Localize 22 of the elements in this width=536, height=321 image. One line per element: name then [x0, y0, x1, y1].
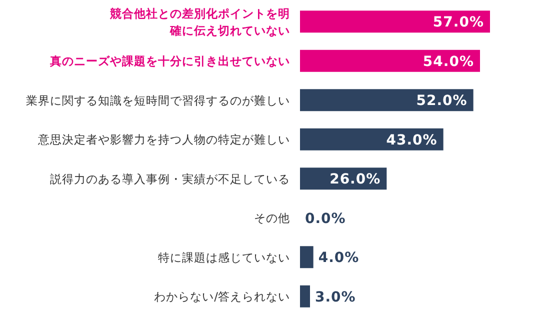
- data-label: 26.0%: [330, 172, 381, 188]
- data-label: 52.0%: [416, 93, 468, 110]
- data-label: 54.0%: [422, 54, 474, 70]
- bar: [300, 10, 490, 33]
- bar: [300, 89, 474, 112]
- bar: [300, 50, 480, 72]
- data-label: 43.0%: [386, 132, 438, 148]
- bar: [300, 246, 314, 268]
- y-tick-label: 業界に関する知識を短時間で習得するのが難しい: [26, 93, 290, 108]
- bar: [300, 128, 444, 150]
- y-tick-label: その他: [254, 211, 290, 226]
- y-tick-label: わからない/答えられない: [154, 290, 290, 304]
- y-tick-label: 意思決定者や影響力を持つ人物の特定が難しい: [37, 132, 290, 147]
- data-label: 4.0%: [318, 250, 360, 266]
- y-tick-label: 競合他社との差別化ポイントを明確に伝え切れていない: [109, 6, 290, 38]
- data-label: 57.0%: [432, 14, 484, 31]
- y-tick-label: 特に課題は感じていない: [158, 250, 290, 264]
- y-tick-label: 説得力のある導入事例・実績が不足している: [50, 172, 290, 186]
- data-label: 3.0%: [315, 289, 356, 306]
- data-label: 0.0%: [305, 210, 346, 227]
- bar: [300, 285, 310, 308]
- y-tick-label: 真のニーズや課題を十分に引き出せていない: [49, 54, 290, 68]
